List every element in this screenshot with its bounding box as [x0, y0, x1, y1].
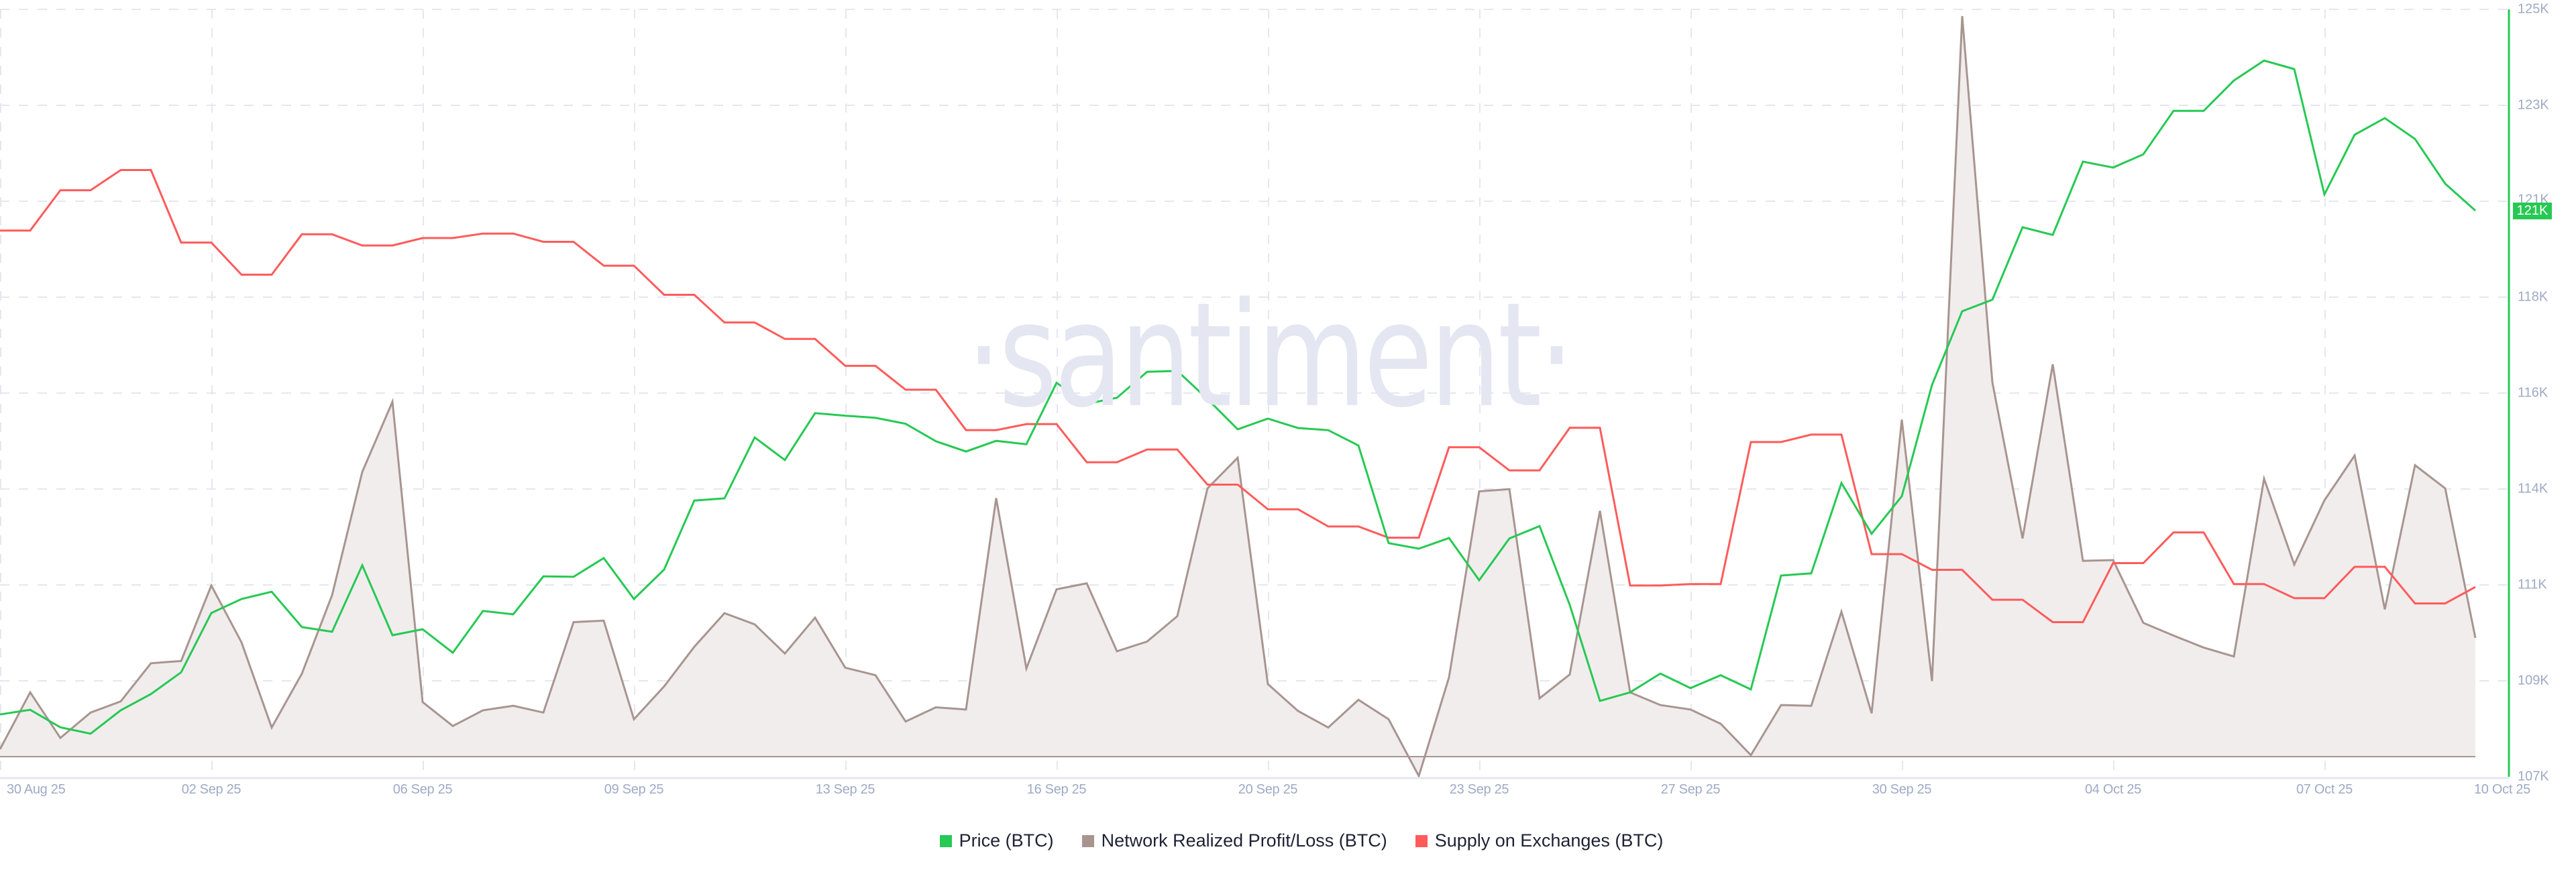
price-line[interactable]	[0, 59, 2476, 735]
legend-label-price: Price (BTC)	[959, 830, 1054, 851]
x-tick-label: 04 Oct 25	[2084, 782, 2142, 797]
price-swatch-icon	[939, 834, 952, 847]
x-tick-label: 06 Sep 25	[392, 782, 453, 797]
legend-label-supply: Supply on Exchanges (BTC)	[1434, 830, 1664, 851]
x-tick-label: 30 Aug 25	[7, 782, 66, 797]
y-tick-label: 118K	[2518, 289, 2548, 305]
nrpl-series	[0, 15, 2477, 779]
supply-line[interactable]	[0, 169, 2476, 623]
x-tick-label: 23 Sep 25	[1449, 782, 1509, 797]
legend-item-supply[interactable]: Supply on Exchanges (BTC)	[1415, 830, 1664, 851]
x-tick-label: 27 Sep 25	[1660, 782, 1721, 797]
supply-series	[0, 169, 2476, 623]
legend-item-nrpl[interactable]: Network Realized Profit/Loss (BTC)	[1081, 830, 1387, 851]
y-tick-label: 111K	[2518, 577, 2547, 592]
nrpl-swatch-icon	[1081, 834, 1094, 847]
y-tick-label: 107K	[2518, 769, 2549, 784]
x-tick-label: 30 Sep 25	[1872, 782, 1932, 797]
y-tick-label: 123K	[2518, 97, 2549, 113]
legend-item-price[interactable]: Price (BTC)	[939, 830, 1054, 851]
axes	[0, 9, 2510, 779]
legend-label-nrpl: Network Realized Profit/Loss (BTC)	[1101, 830, 1387, 851]
current-price-badge: 121K	[2513, 202, 2552, 219]
x-tick-label: 09 Sep 25	[604, 782, 664, 797]
x-tick-label: 20 Sep 25	[1238, 782, 1298, 797]
y-tick-label: 116K	[2518, 385, 2548, 400]
x-tick-label: 02 Sep 25	[181, 782, 241, 797]
y-tick-label: 125K	[2518, 1, 2549, 17]
santiment-watermark: ·santiment·	[966, 271, 1574, 439]
x-tick-label: 13 Sep 25	[815, 782, 875, 797]
y-tick-label: 109K	[2518, 673, 2549, 688]
x-tick-label: 16 Sep 25	[1026, 782, 1087, 797]
chart-legend: Price (BTC) Network Realized Profit/Loss…	[0, 830, 2576, 851]
nrpl-area	[0, 16, 2475, 776]
x-tick-label: 10 Oct 25	[2473, 782, 2531, 797]
x-tick-label: 07 Oct 25	[2296, 782, 2353, 797]
y-tick-label: 114K	[2518, 481, 2548, 496]
supply-swatch-icon	[1415, 834, 1428, 847]
nrpl-line[interactable]	[0, 15, 2477, 779]
price-series	[0, 59, 2476, 735]
